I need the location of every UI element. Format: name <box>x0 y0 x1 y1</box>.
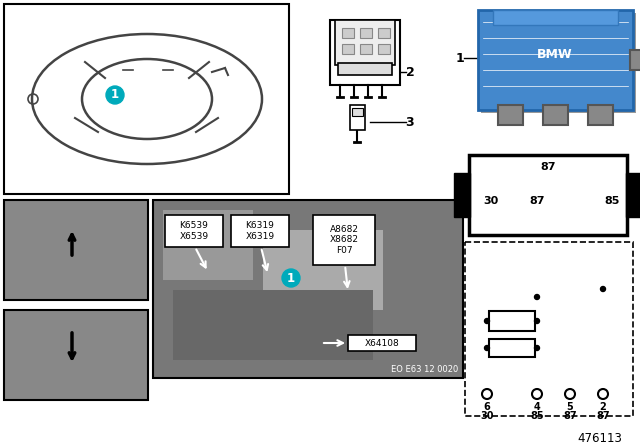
Text: 2: 2 <box>600 402 606 412</box>
Bar <box>493 10 618 25</box>
Text: 30: 30 <box>483 196 499 206</box>
Text: 30: 30 <box>480 411 493 421</box>
Bar <box>360 44 372 54</box>
Circle shape <box>598 389 608 399</box>
Bar <box>630 50 640 70</box>
Bar <box>313 215 375 265</box>
Bar <box>588 105 613 125</box>
Text: 3: 3 <box>406 116 414 129</box>
Circle shape <box>106 86 124 104</box>
Bar <box>465 242 633 416</box>
Text: 2: 2 <box>406 65 414 78</box>
Bar <box>348 335 416 351</box>
Bar <box>478 10 633 110</box>
Bar <box>165 215 223 247</box>
Bar <box>489 339 535 357</box>
Bar <box>489 311 535 331</box>
Bar <box>543 105 568 125</box>
Circle shape <box>600 287 605 292</box>
Text: 87: 87 <box>529 196 545 206</box>
Bar <box>231 215 289 247</box>
Circle shape <box>534 294 540 300</box>
Bar <box>335 20 395 65</box>
Bar <box>342 28 354 38</box>
Text: A8682
X8682
F07: A8682 X8682 F07 <box>330 225 358 255</box>
Text: 1: 1 <box>287 271 295 284</box>
Text: BMW: BMW <box>537 48 573 61</box>
Bar <box>4 200 148 300</box>
Circle shape <box>484 319 490 323</box>
Bar <box>498 105 523 125</box>
Text: 87: 87 <box>540 162 556 172</box>
Bar <box>454 173 470 217</box>
Bar <box>342 44 354 54</box>
Circle shape <box>484 345 490 350</box>
Bar <box>338 63 392 75</box>
Text: 1: 1 <box>111 89 119 102</box>
Circle shape <box>532 389 542 399</box>
Bar <box>469 155 627 235</box>
Text: K6319
X6319: K6319 X6319 <box>245 221 275 241</box>
Text: X64108: X64108 <box>365 339 399 348</box>
Bar <box>4 310 148 400</box>
Text: K6539
X6539: K6539 X6539 <box>179 221 209 241</box>
Text: 87: 87 <box>563 411 577 421</box>
Bar <box>350 105 365 130</box>
Text: 476113: 476113 <box>577 431 623 444</box>
Text: 1: 1 <box>456 52 465 65</box>
Bar <box>263 230 383 310</box>
Bar <box>481 13 636 113</box>
Text: 85: 85 <box>530 411 544 421</box>
Text: 6: 6 <box>484 402 490 412</box>
Bar <box>163 210 253 280</box>
Circle shape <box>282 269 300 287</box>
Circle shape <box>482 389 492 399</box>
Text: 87: 87 <box>596 411 610 421</box>
Bar <box>4 4 289 194</box>
Bar <box>378 44 390 54</box>
Circle shape <box>534 345 540 350</box>
Text: 4: 4 <box>534 402 540 412</box>
Bar <box>378 28 390 38</box>
Bar <box>330 20 400 85</box>
Bar <box>173 290 373 360</box>
Bar <box>360 28 372 38</box>
Text: 5: 5 <box>566 402 573 412</box>
Circle shape <box>534 319 540 323</box>
Text: 85: 85 <box>604 196 620 206</box>
Circle shape <box>565 389 575 399</box>
Bar <box>352 108 363 116</box>
Bar <box>626 173 640 217</box>
Bar <box>153 200 463 378</box>
Text: EO E63 12 0020: EO E63 12 0020 <box>391 366 458 375</box>
